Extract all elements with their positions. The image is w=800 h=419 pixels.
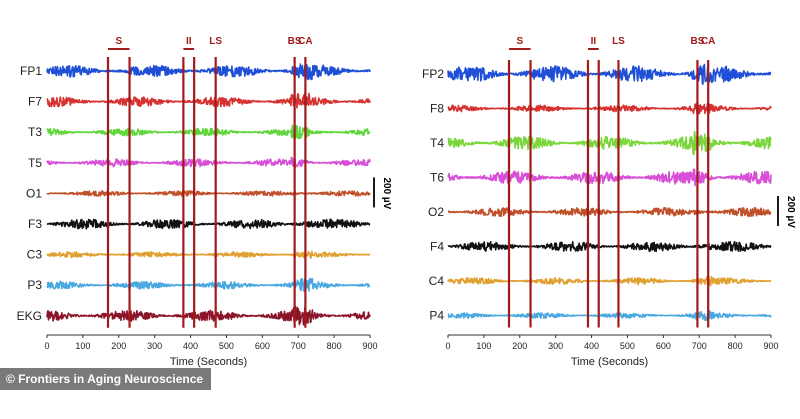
x-tick-label: 800 — [327, 341, 342, 351]
x-axis-title: Time (Seconds) — [170, 356, 247, 368]
x-tick-label: 400 — [584, 341, 599, 351]
event-label: LS — [612, 36, 625, 47]
channel-label: T6 — [430, 171, 444, 185]
x-tick-label: 500 — [620, 341, 635, 351]
channel-label: T3 — [28, 125, 42, 139]
trace-o2 — [447, 207, 772, 218]
trace-fp1 — [46, 63, 371, 81]
trace-o1 — [46, 190, 371, 197]
x-tick-label: 900 — [763, 341, 778, 351]
channel-label: F3 — [28, 217, 42, 231]
x-tick-label: 600 — [656, 341, 671, 351]
channel-label: T4 — [430, 136, 444, 150]
x-tick-label: 700 — [291, 341, 306, 351]
scale-bar-label: 200 µV — [785, 196, 796, 228]
trace-ekg — [46, 305, 371, 326]
trace-c3 — [46, 250, 371, 259]
channel-label: FP2 — [422, 67, 444, 81]
x-tick-label: 800 — [728, 341, 743, 351]
x-tick-label: 100 — [476, 341, 491, 351]
event-label: LS — [209, 36, 222, 47]
channel-label: P4 — [429, 309, 444, 323]
channel-label: F4 — [430, 240, 444, 254]
x-tick-label: 700 — [692, 341, 707, 351]
trace-f4 — [447, 240, 772, 253]
channel-label: EKG — [17, 309, 42, 323]
channel-label: C4 — [429, 274, 445, 288]
channel-label: O1 — [26, 186, 42, 200]
x-tick-label: 100 — [75, 341, 90, 351]
channel-label: P3 — [27, 278, 42, 292]
x-tick-label: 300 — [147, 341, 162, 351]
channel-label: F7 — [28, 95, 42, 109]
event-label: BS — [288, 36, 302, 47]
event-label: II — [186, 36, 192, 47]
channel-label: T5 — [28, 156, 42, 170]
credit-badge: © Frontiers in Aging Neuroscience — [0, 368, 212, 390]
x-tick-label: 0 — [445, 341, 450, 351]
x-tick-label: 0 — [44, 341, 49, 351]
channel-label: F8 — [430, 102, 444, 116]
x-tick-label: 300 — [548, 341, 563, 351]
trace-f8 — [447, 102, 772, 115]
trace-fp2 — [447, 62, 772, 85]
trace-t5 — [46, 156, 371, 169]
x-tick-label: 600 — [255, 341, 270, 351]
event-label: CA — [701, 36, 715, 47]
trace-p3 — [46, 277, 371, 292]
channel-label: C3 — [27, 248, 43, 262]
channel-label: FP1 — [20, 64, 42, 78]
scale-bar-label: 200 µV — [381, 177, 392, 209]
channel-label: O2 — [428, 205, 444, 219]
x-tick-label: 900 — [362, 341, 377, 351]
trace-c4 — [447, 275, 772, 287]
x-tick-label: 400 — [183, 341, 198, 351]
x-tick-label: 200 — [512, 341, 527, 351]
event-label: S — [115, 36, 122, 47]
trace-t4 — [447, 130, 772, 156]
x-tick-label: 500 — [219, 341, 234, 351]
x-tick-label: 200 — [111, 341, 126, 351]
trace-p4 — [447, 309, 772, 322]
trace-t3 — [46, 124, 371, 140]
event-label: BS — [690, 36, 704, 47]
x-axis-title: Time (Seconds) — [571, 356, 648, 368]
event-label: S — [516, 36, 523, 47]
trace-t6 — [447, 168, 772, 187]
event-label: CA — [298, 36, 312, 47]
event-label: II — [591, 36, 597, 47]
trace-f7 — [46, 92, 371, 109]
trace-f3 — [46, 218, 371, 230]
